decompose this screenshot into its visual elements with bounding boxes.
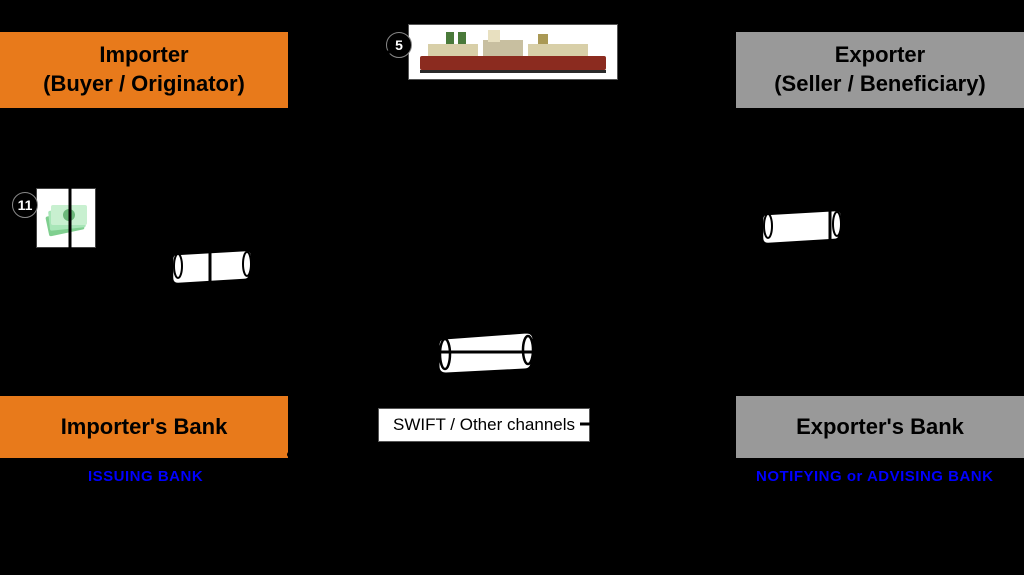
arrows-layer — [0, 0, 1024, 575]
